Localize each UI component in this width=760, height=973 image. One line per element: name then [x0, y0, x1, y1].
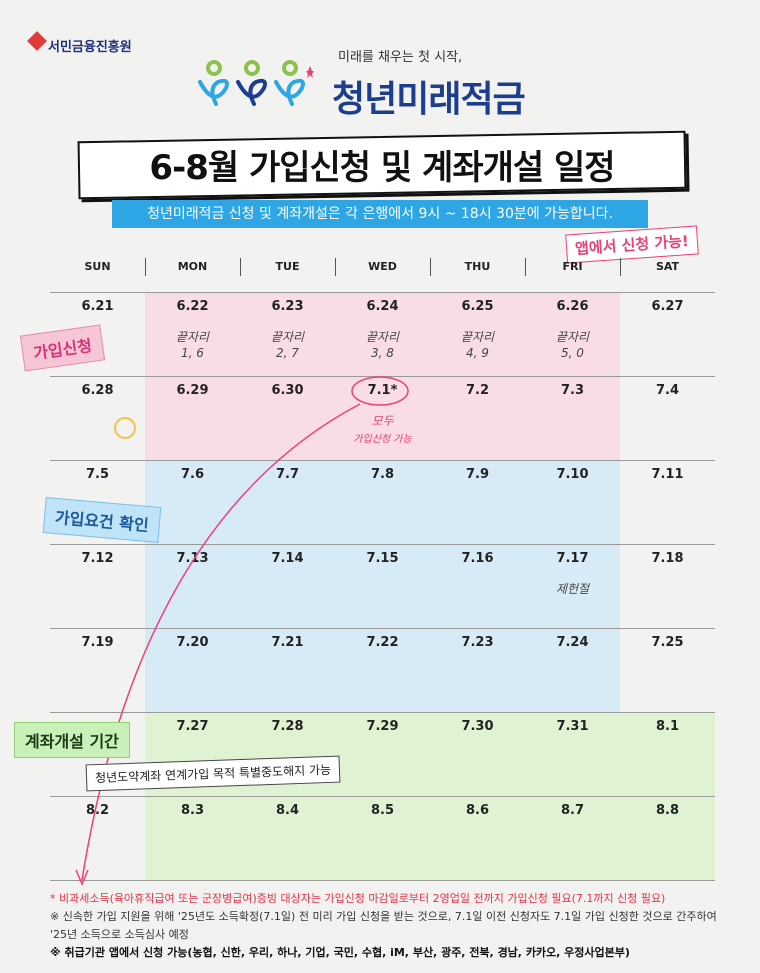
date: 6.23	[271, 299, 304, 314]
cell-note: 3, 8	[371, 346, 394, 360]
separator	[335, 258, 336, 276]
brand-name: 청년미래적금	[332, 79, 526, 120]
cell-note: 2, 7	[276, 346, 299, 360]
date: 7.15	[366, 551, 399, 566]
day-header: SUN	[84, 260, 111, 273]
date: 7.6	[180, 467, 205, 482]
date: 8.4	[275, 803, 300, 818]
date: 7.20	[176, 635, 209, 650]
date: 6.21	[81, 299, 114, 314]
separator	[620, 258, 621, 276]
date: 6.28	[81, 383, 114, 398]
cell-note: 끝자리	[175, 330, 210, 344]
cell-note: 제헌절	[555, 582, 590, 596]
brand-icon	[198, 60, 314, 106]
subtitle: 청년미래적금 신청 및 계좌개설은 각 은행에서 9시 ~ 18시 30분에 가…	[112, 200, 648, 228]
footnote: ※ 신속한 가입 지원을 위해 '25년도 소득확정(7.1일) 전 미리 가입…	[50, 910, 717, 941]
date: 7.30	[461, 719, 494, 734]
label-tag: 계좌개설 기간	[14, 722, 130, 758]
cell-note: 끝자리	[270, 330, 305, 344]
date: 8.3	[180, 803, 205, 818]
date: 7.9	[465, 467, 490, 482]
date: 6.24	[366, 299, 399, 314]
cell-note: 4, 9	[466, 346, 489, 360]
date: 8.2	[85, 803, 110, 818]
date: 7.31	[556, 719, 589, 734]
cell-note: 끝자리	[460, 330, 495, 344]
row-line	[50, 628, 715, 629]
date: 7.27	[176, 719, 209, 734]
title: 6-8월 가입신청 및 계좌개설 일정	[149, 148, 615, 188]
day-header: SAT	[655, 260, 680, 273]
date: 7.22	[366, 635, 399, 650]
cell-note: 끝자리	[555, 330, 590, 344]
date: 6.22	[176, 299, 209, 314]
tagline: 미래를 채우는 첫 시작,	[338, 50, 463, 65]
date: 7.8	[370, 467, 395, 482]
date: 8.8	[655, 803, 680, 818]
cell-note: 가입신청 가능	[353, 434, 412, 445]
date: 7.2	[465, 383, 490, 398]
date: 7.17	[556, 551, 589, 566]
date: 7.19	[81, 635, 114, 650]
row-line	[50, 544, 715, 545]
day-header: FRI	[562, 260, 583, 273]
row-line	[50, 712, 715, 713]
date: 7.7	[275, 467, 300, 482]
date: 6.26	[556, 299, 589, 314]
separator	[525, 258, 526, 276]
separator	[145, 258, 146, 276]
day-header: MON	[177, 260, 208, 273]
footnote: ※ 취급기관 앱에서 신청 가능(농협, 신한, 우리, 하나, 기업, 국민,…	[50, 946, 630, 959]
cell-note: 끝자리	[365, 330, 400, 344]
cell-note: 모두	[371, 414, 394, 428]
date: 8.6	[465, 803, 490, 818]
day-header: TUE	[275, 260, 300, 273]
row-line	[50, 292, 715, 293]
date: 8.5	[370, 803, 395, 818]
date: 7.24	[556, 635, 589, 650]
date: 7.21	[271, 635, 304, 650]
date: 7.4	[655, 383, 680, 398]
date: 7.16	[461, 551, 494, 566]
date: 8.7	[560, 803, 585, 818]
date: 7.5	[85, 467, 110, 482]
row-line	[50, 796, 715, 797]
date: 7.18	[651, 551, 684, 566]
date: 7.3	[560, 383, 585, 398]
row-line	[50, 460, 715, 461]
date: 7.14	[271, 551, 304, 566]
date: 7.29	[366, 719, 399, 734]
date: 7.25	[651, 635, 684, 650]
date: 7.1*	[367, 383, 398, 398]
date: 6.27	[651, 299, 684, 314]
separator	[240, 258, 241, 276]
separator	[430, 258, 431, 276]
day-header: WED	[368, 260, 397, 273]
footnote: * 비과세소득(육아휴직급여 또는 군장병급여)증빙 대상자는 가입신청 마감일…	[50, 892, 666, 905]
date: 7.10	[556, 467, 589, 482]
date: 7.13	[176, 551, 209, 566]
date: 7.23	[461, 635, 494, 650]
date: 6.25	[461, 299, 494, 314]
cell-note: 5, 0	[561, 346, 584, 360]
date: 7.11	[651, 467, 684, 482]
date: 7.28	[271, 719, 304, 734]
cell-note: 1, 6	[181, 346, 204, 360]
date: 6.30	[271, 383, 304, 398]
date: 8.1	[655, 719, 680, 734]
day-header: THU	[464, 260, 491, 273]
date: 7.12	[81, 551, 114, 566]
row-line	[50, 376, 715, 377]
row-line	[50, 880, 715, 881]
date: 6.29	[176, 383, 209, 398]
org-name: 서민금융진흥원	[48, 40, 132, 55]
